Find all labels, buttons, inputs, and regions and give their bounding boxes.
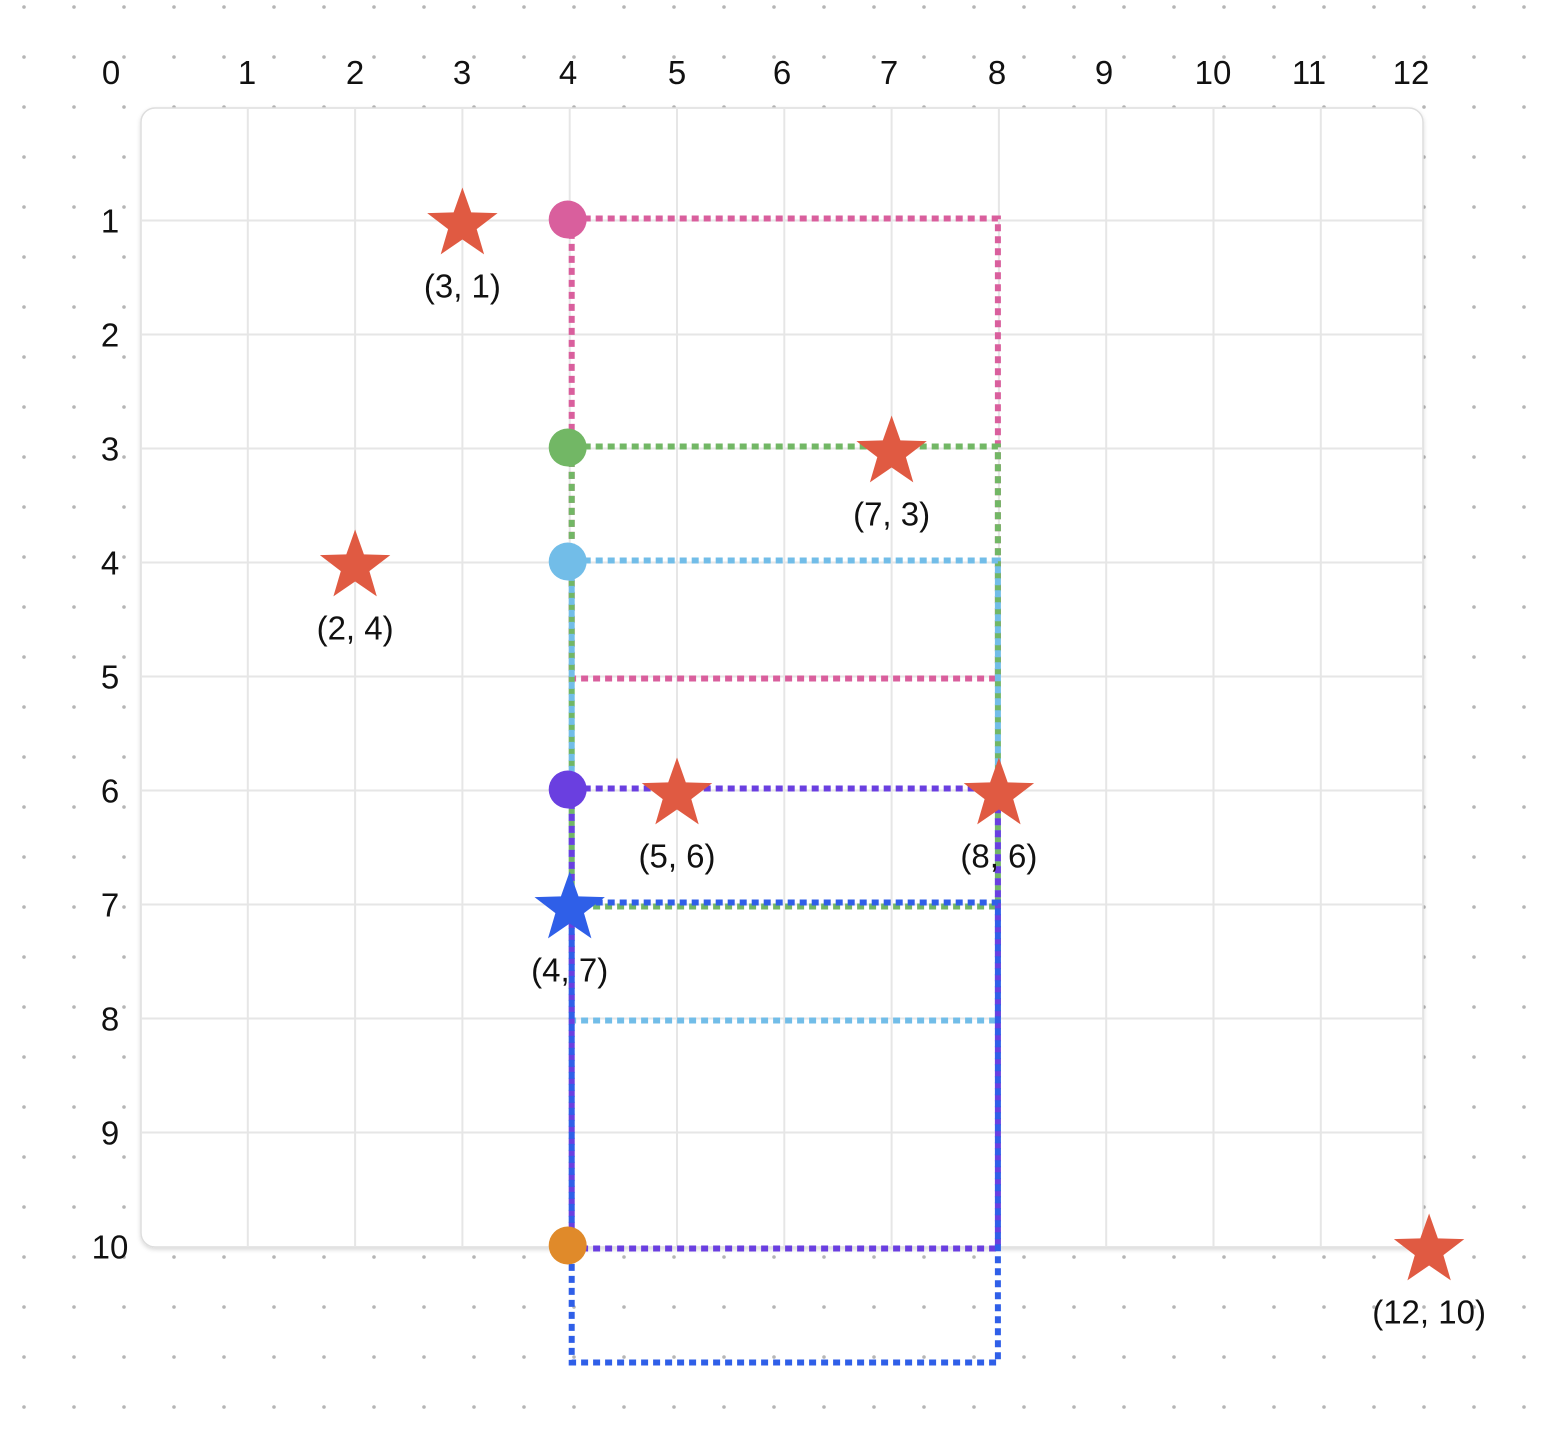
- x-tick-label: 4: [559, 54, 577, 91]
- x-tick-label: 7: [880, 54, 898, 91]
- x-tick-label: 1: [238, 54, 256, 91]
- star-marker: [641, 757, 713, 825]
- y-tick-label: 6: [101, 773, 119, 810]
- x-tick-label: 12: [1393, 54, 1430, 91]
- star-marker: [963, 757, 1035, 825]
- y-tick-label: 2: [101, 317, 119, 354]
- star-coordinate-label: (5, 6): [638, 838, 715, 875]
- star-coordinate-label: (4, 7): [531, 952, 608, 989]
- dot-marker: [548, 542, 587, 581]
- y-tick-label: 8: [101, 1001, 119, 1038]
- x-axis-ticks: 0 1 2 3 4 5 6 7 8 9 10 11 12: [102, 54, 1430, 91]
- x-tick-label: 11: [1292, 54, 1326, 91]
- y-tick-label: 3: [101, 431, 119, 468]
- x-tick-label: 6: [773, 54, 791, 91]
- star-marker: [319, 529, 391, 597]
- star-marker: [534, 871, 605, 939]
- y-tick-label: 4: [101, 545, 119, 582]
- dashed-rectangle-blue: [568, 899, 1001, 1366]
- stars: (3, 1) (7, 3) (2, 4) (5, 6) (8, 6) (12, 10) (4…: [317, 187, 1486, 1331]
- dot-marker: [548, 1226, 587, 1265]
- x-tick-label: 2: [346, 54, 364, 91]
- x-tick-label: 0: [102, 54, 120, 91]
- star-coordinate-label: (12, 10): [1372, 1294, 1486, 1331]
- star-marker: [427, 187, 498, 255]
- dot-marker: [548, 428, 587, 467]
- x-tick-label: 8: [988, 54, 1006, 91]
- dot-marker: [548, 770, 587, 809]
- star-coordinate-label: (3, 1): [424, 268, 501, 305]
- x-tick-label: 9: [1095, 54, 1113, 91]
- star-coordinate-label: (2, 4): [317, 610, 394, 647]
- dots: [548, 200, 587, 1265]
- star-coordinate-label: (8, 6): [960, 838, 1037, 875]
- x-tick-label: 5: [668, 54, 686, 91]
- x-tick-label: 3: [453, 54, 471, 91]
- y-tick-label: 5: [101, 659, 119, 696]
- dot-marker: [548, 200, 587, 239]
- x-tick-label: 10: [1195, 54, 1232, 91]
- y-tick-label: 10: [92, 1229, 129, 1266]
- y-tick-label: 1: [101, 203, 119, 240]
- star-coordinate-label: (7, 3): [853, 496, 930, 533]
- y-tick-label: 7: [101, 887, 119, 924]
- y-tick-label: 9: [101, 1115, 119, 1152]
- star-marker: [856, 415, 927, 483]
- star-marker: [1393, 1213, 1465, 1281]
- y-axis-ticks: 1 2 3 4 5 6 7 8 9 10: [92, 203, 129, 1266]
